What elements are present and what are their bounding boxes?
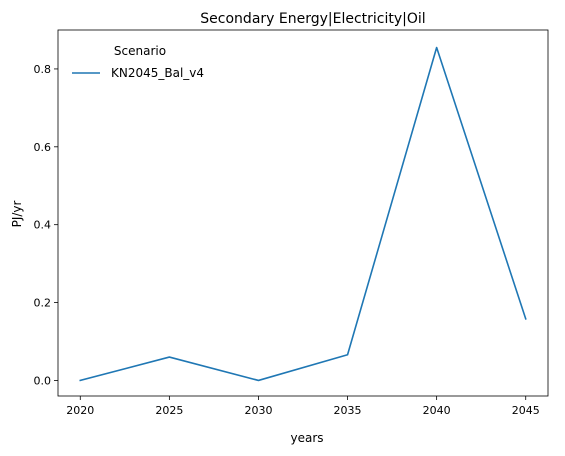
y-axis-ticks: 0.0 0.2 0.4 0.6 0.8 [34, 63, 58, 387]
y-tick-label: 0.4 [34, 219, 52, 232]
legend-entry-label: KN2045_Bal_v4 [111, 66, 204, 80]
y-tick-label: 0.8 [34, 63, 52, 76]
y-axis-label: PJ/yr [10, 201, 24, 228]
x-tick-label: 2030 [244, 404, 272, 417]
y-tick-label: 0.0 [34, 374, 52, 387]
plot-area-frame [57, 29, 549, 397]
x-axis-ticks: 2020 2025 2030 2035 2040 2045 [66, 396, 540, 417]
x-axis-label: years [290, 431, 323, 445]
y-tick-label: 0.2 [34, 297, 52, 310]
chart-title: Secondary Energy|Electricity|Oil [200, 11, 425, 27]
x-tick-label: 2040 [423, 404, 451, 417]
x-tick-label: 2020 [66, 404, 94, 417]
x-tick-label: 2025 [155, 404, 183, 417]
series-layer [79, 46, 527, 382]
series-line-0 [79, 46, 527, 382]
legend: Scenario KN2045_Bal_v4 [72, 44, 204, 80]
x-tick-label: 2035 [334, 404, 362, 417]
y-tick-label: 0.6 [34, 141, 52, 154]
x-tick-label: 2045 [512, 404, 540, 417]
legend-title: Scenario [114, 44, 166, 58]
